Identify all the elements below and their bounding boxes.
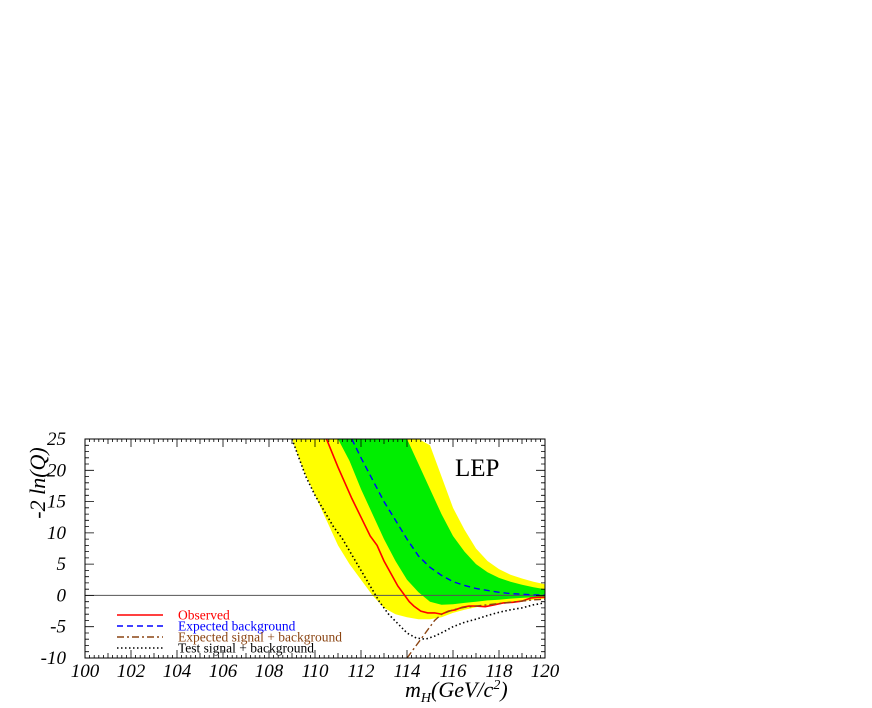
y-tick-label: 15 [47, 492, 66, 513]
axis-ticks [84, 438, 546, 659]
x-tick-label: 116 [439, 661, 467, 682]
legend-label-1: Expected background [178, 619, 296, 634]
y-axis-title: -2 ln(Q) [25, 447, 50, 518]
tick-labels: 100 102 104 106 108 110 112 114 116 118 1202520151… [41, 429, 560, 682]
series-lines [291, 439, 545, 658]
tick-marks [84, 438, 546, 659]
x-axis-title: mH(GeV/c2) [405, 677, 508, 706]
x-tick-label: 106 [209, 661, 238, 682]
experiment-label: LEP [455, 455, 499, 482]
x-tick-label: 104 [163, 661, 192, 682]
x-tick-label: 112 [347, 661, 375, 682]
series-line-3 [291, 439, 545, 641]
series-line-1 [351, 439, 545, 596]
y-tick-label: 0 [57, 585, 67, 606]
x-tick-label: 118 [485, 661, 513, 682]
x-tick-label: 108 [255, 661, 284, 682]
y-tick-label: 10 [47, 523, 67, 544]
x-tick-label: 100 [71, 661, 100, 682]
y-tick-label: 25 [47, 429, 66, 450]
x-tick-label: 110 [301, 661, 329, 682]
x-tick-label: 120 [531, 661, 560, 682]
uncertainty-bands [292, 439, 545, 620]
x-tick-label: 102 [117, 661, 146, 682]
y-tick-label: 20 [47, 460, 67, 481]
legend-label-2: Expected signal + background [178, 630, 342, 645]
x-tick-label: 114 [393, 661, 421, 682]
legend-label-3: Test signal + background [178, 641, 314, 656]
y-tick-label: -10 [41, 648, 67, 669]
legend-label-0: Observed [178, 608, 230, 623]
band-one-sigma [338, 439, 545, 605]
y-tick-label: 5 [57, 554, 67, 575]
y-tick-label: -5 [50, 617, 66, 638]
series-line-0 [325, 439, 545, 616]
series-line-2 [406, 598, 545, 658]
